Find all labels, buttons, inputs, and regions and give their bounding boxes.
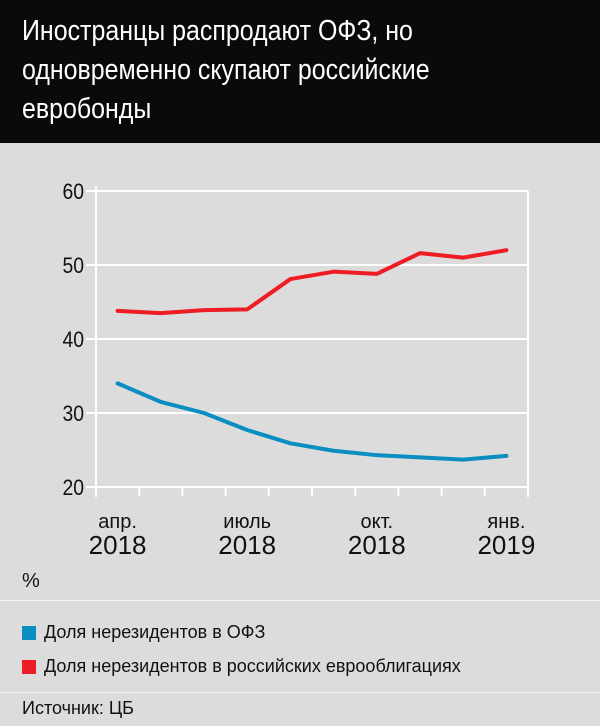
legend-label: Доля нерезидентов в российских еврооблиг… (44, 656, 461, 676)
legend-item-ofz: Доля нерезидентов в ОФЗ (22, 622, 265, 643)
source-note: Источник: ЦБ (22, 698, 134, 718)
x-tick-label-year: 2019 (477, 530, 535, 560)
legend-swatch-blue (22, 625, 36, 640)
series-line-1 (115, 248, 509, 316)
chart-title: Иностранцы распродают ОФЗ, но одновремен… (22, 15, 430, 125)
x-tick-label-month: окт. (360, 511, 393, 533)
series-line-0 (115, 381, 509, 462)
x-tick-label-month: апр. (98, 511, 137, 533)
y-tick-label: 40 (62, 328, 84, 352)
y-tick-label: 60 (62, 180, 84, 204)
legend-item-eurobonds: Доля нерезидентов в российских еврооблиг… (22, 656, 461, 677)
divider (0, 600, 600, 601)
x-tick-label-year: 2018 (348, 530, 406, 560)
y-tick-label: 50 (62, 254, 84, 278)
y-tick-label: 30 (62, 402, 84, 426)
x-tick-label-month: июль (223, 511, 271, 533)
y-unit-label: % (22, 570, 40, 592)
legend-swatch-red (22, 659, 36, 674)
x-tick-label-year: 2018 (218, 530, 276, 560)
header: Иностранцы распродают ОФЗ, но одновремен… (0, 0, 600, 143)
line-chart: 2030405060апр.2018июль2018окт.2018янв.20… (62, 180, 535, 560)
x-tick-label-year: 2018 (89, 530, 147, 560)
legend-label: Доля нерезидентов в ОФЗ (44, 622, 266, 642)
divider (0, 692, 600, 693)
y-tick-label: 20 (62, 476, 84, 500)
x-tick-label-month: янв. (487, 511, 525, 533)
